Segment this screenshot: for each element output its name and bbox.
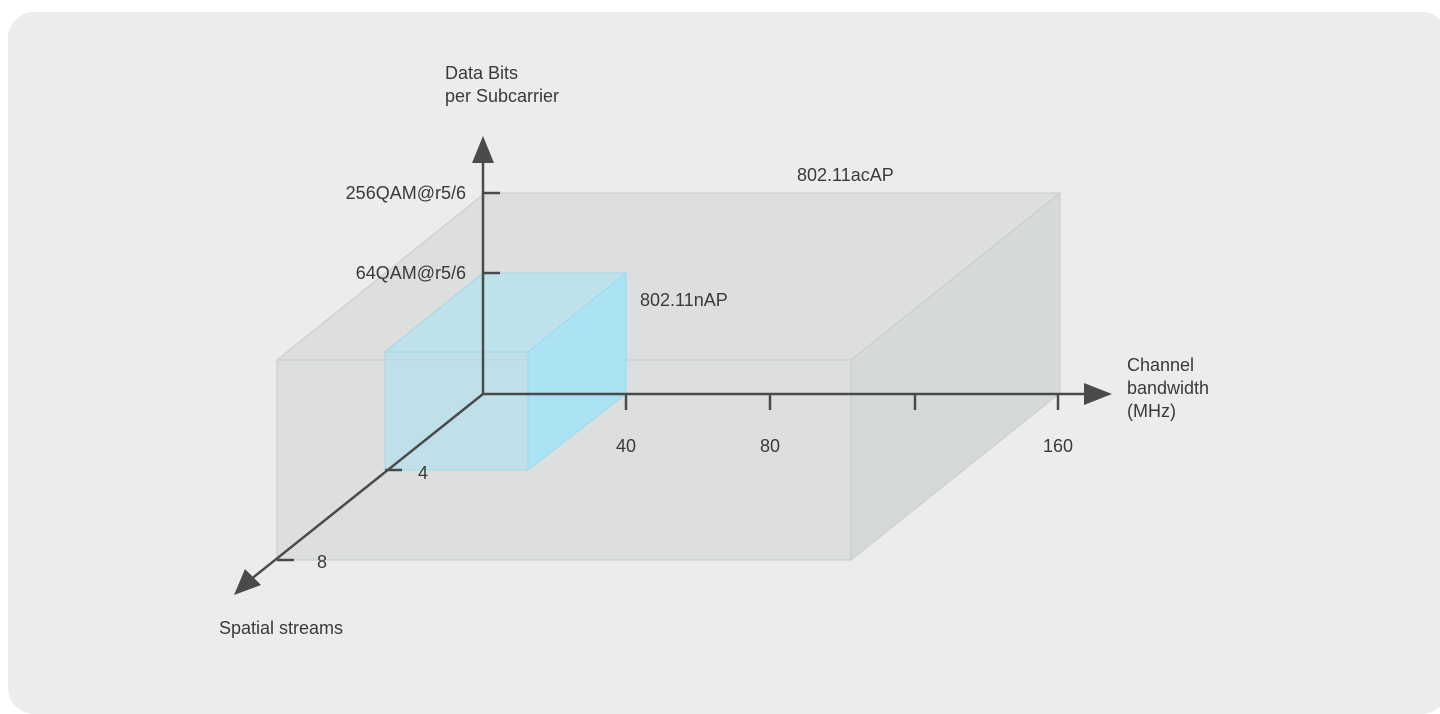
x-tick-label-160: 160 bbox=[1042, 436, 1074, 456]
z-axis-arrowhead bbox=[234, 569, 261, 595]
x-axis-title: Channel bandwidth (MHz) bbox=[1127, 355, 1210, 421]
axis-arrowheads bbox=[234, 136, 1112, 595]
box-ac-label: 802.11acAP bbox=[797, 165, 894, 185]
tick-marks bbox=[277, 191, 1060, 562]
y-tick-label-64qam: 64QAM@r5/6 bbox=[355, 263, 466, 283]
y-axis-arrowhead bbox=[472, 136, 494, 163]
box-n-front-face bbox=[384, 351, 529, 471]
x-axis-arrowhead bbox=[1084, 383, 1112, 405]
z-tick-label-8: 8 bbox=[317, 552, 328, 572]
y-axis-title: Data Bits per Subcarrier bbox=[445, 63, 560, 106]
y-tick-label-256qam: 256QAM@r5/6 bbox=[345, 183, 466, 203]
x-tick-label-80: 80 bbox=[759, 436, 781, 456]
z-tick-label-4: 4 bbox=[418, 463, 429, 483]
z-axis-title: Spatial streams bbox=[219, 618, 344, 638]
box-n-label: 802.11nAP bbox=[640, 290, 728, 310]
z-axis-line bbox=[249, 393, 484, 581]
x-tick-label-40: 40 bbox=[615, 436, 637, 456]
